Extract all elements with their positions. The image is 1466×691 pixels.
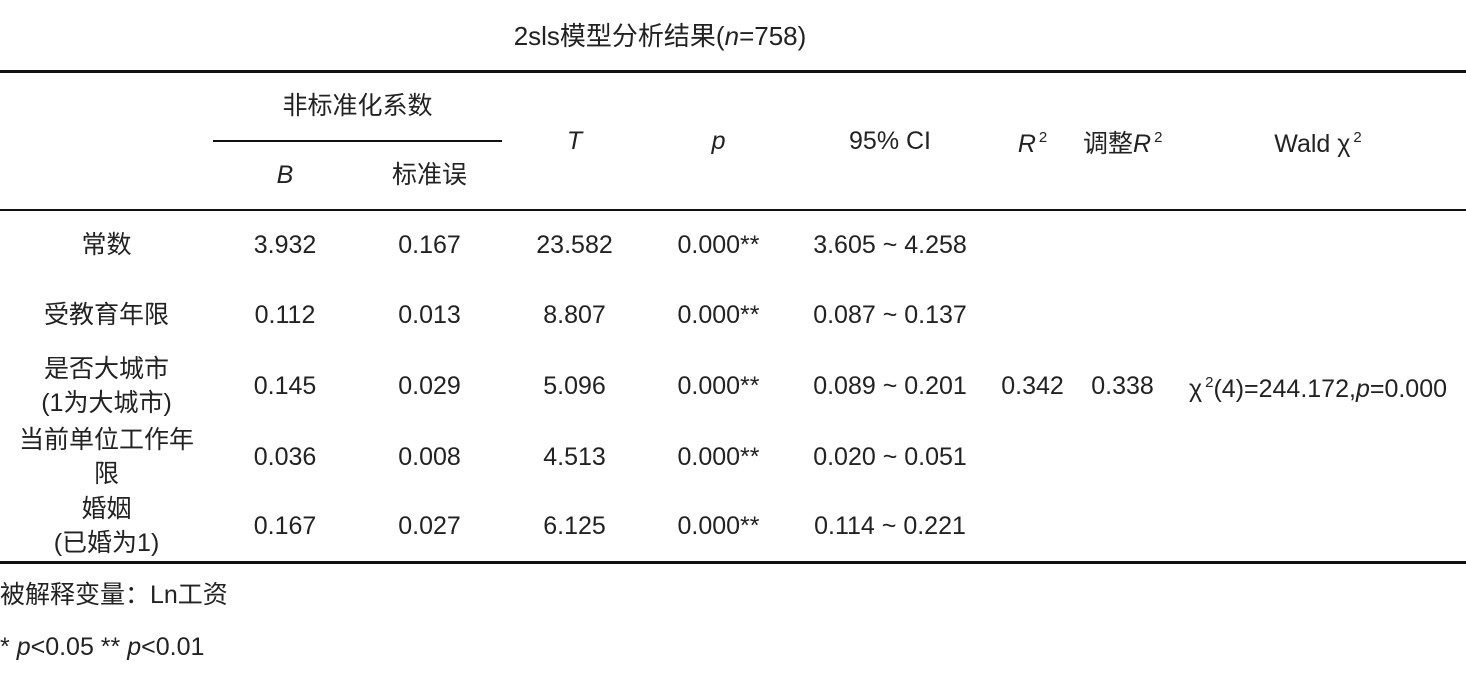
header-text: Wald χ — [1274, 129, 1351, 158]
note-text: <0.05 ** — [30, 633, 121, 661]
notes: 被解释变量：Ln工资 * p<0.05 ** p<0.01 — [0, 575, 228, 691]
cell: 6.125 — [543, 512, 606, 541]
header-cell: B — [213, 140, 357, 211]
cell: 0.036 — [253, 442, 317, 471]
fit-cell: χ 2(4)=244.172,p=0.000 — [1170, 210, 1466, 563]
fit-text: χ — [1189, 374, 1203, 403]
cell: 0.087 ~ 0.137 — [813, 301, 967, 330]
note-italic: p — [127, 633, 142, 661]
title-italic: n — [724, 21, 740, 51]
fit-text: (4)=244.172, — [1213, 374, 1356, 403]
cell: 0.000** — [677, 442, 760, 471]
table-row: 当前单位工作年限 0.036 0.008 4.513 0.000** 0.020 ~ 0.… — [0, 421, 1466, 492]
cell: 0.013 — [398, 301, 461, 330]
cell: 5.096 — [543, 371, 606, 400]
note-text: <0.01 — [141, 633, 205, 661]
table-row: 是否大城市 (1为大城市) 0.145 0.029 5.096 0.000** 0.089… — [0, 351, 1466, 422]
cell: 0.000** — [677, 371, 760, 400]
cell: 0.020 ~ 0.051 — [813, 442, 967, 471]
note: * p<0.05 ** p<0.01 — [0, 633, 228, 691]
title-text: 2sls模型分析结果( — [513, 21, 725, 51]
table-row: 婚姻 (已婚为1) 0.167 0.027 6.125 0.000** 0.114 ~ 0… — [0, 492, 1466, 563]
cell: 0.112 — [254, 301, 316, 330]
title-text: =758) — [739, 21, 807, 51]
header-cell: 非标准化系数 — [213, 71, 503, 142]
header-text: B — [276, 161, 294, 189]
superscript: 2 — [1154, 128, 1163, 146]
header-cell: T — [502, 71, 648, 211]
table-row: 受教育年限 0.112 0.013 8.807 0.000** 0.087 ~ 0.137 — [0, 280, 1466, 351]
cell: 0.089 ~ 0.201 — [813, 371, 967, 400]
note-text: * — [0, 633, 10, 661]
row-label: 婚姻 (已婚为1) — [53, 495, 160, 558]
table-body: 常数 3.932 0.167 23.582 0.000** 3.605 ~ 4.258 0.… — [0, 210, 1466, 563]
superscript: 2 — [1038, 128, 1048, 146]
header-cell: 标准误 — [357, 140, 503, 211]
cell: 4.513 — [543, 442, 606, 471]
superscript: 2 — [1353, 128, 1362, 146]
header-text: p — [711, 126, 726, 155]
header-cell: p — [647, 71, 791, 211]
cell: 0.167 — [398, 231, 461, 260]
cell: 0.029 — [398, 371, 461, 400]
header-cell: 调整R 2 — [1075, 71, 1171, 211]
fit-italic: p — [1355, 374, 1370, 403]
cell: 0.167 — [253, 512, 317, 541]
cell: 0.145 — [253, 371, 317, 400]
note: 被解释变量：Ln工资 — [0, 581, 228, 609]
header-cell: 95% CI — [790, 71, 991, 211]
cell: 0.008 — [398, 442, 461, 471]
corner-cell — [0, 71, 213, 211]
table-row: 常数 3.932 0.167 23.582 0.000** 3.605 ~ 4.258 0.… — [0, 210, 1466, 402]
header-text: R — [1133, 129, 1152, 158]
cell: 0.114 ~ 0.221 — [814, 512, 966, 541]
fit-cell: 0.342 — [1001, 371, 1064, 400]
row-label: 常数 — [81, 231, 132, 260]
cell: 3.605 ~ 4.258 — [813, 231, 967, 260]
cell: 8.807 — [543, 301, 606, 330]
fit-text: =0.000 — [1369, 374, 1448, 403]
header-text: R — [1017, 129, 1036, 158]
superscript: 2 — [1205, 373, 1214, 391]
note-italic: p — [16, 633, 31, 661]
table-title: 2sls模型分析结果(n=758) — [0, 16, 1320, 53]
cell: 0.000** — [677, 301, 760, 330]
header-text: T — [566, 126, 583, 155]
cell: 0.000** — [677, 231, 760, 260]
header-text: 调整 — [1083, 129, 1134, 158]
cell: 0.027 — [398, 512, 461, 541]
row-label: 受教育年限 — [43, 301, 169, 330]
cell: 0.000** — [677, 512, 760, 541]
row-label: 当前单位工作年限 — [18, 425, 194, 488]
fit-cell: 0.338 — [1091, 371, 1154, 400]
cell: 23.582 — [536, 231, 613, 260]
row-label: 是否大城市 (1为大城市) — [41, 354, 172, 417]
cell: 3.932 — [253, 231, 317, 260]
